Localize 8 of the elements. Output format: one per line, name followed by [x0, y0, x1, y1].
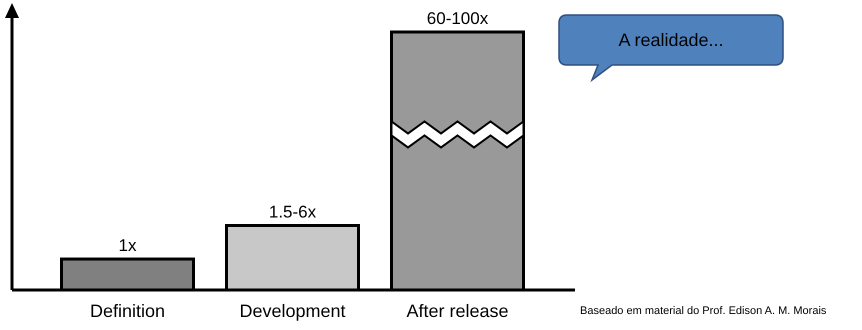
x-tick-label: After release — [406, 301, 509, 321]
annotation: 1.5-6x — [268, 202, 317, 222]
x-tick-label: Definition — [90, 301, 166, 321]
text: A realidade... — [618, 30, 724, 50]
annotation: 60-100x — [426, 9, 489, 28]
annotation: 1x — [118, 236, 137, 256]
text: Baseado em material do Prof. Edison A. M. Morais — [580, 305, 827, 317]
x-tick-label: Development — [239, 301, 346, 321]
